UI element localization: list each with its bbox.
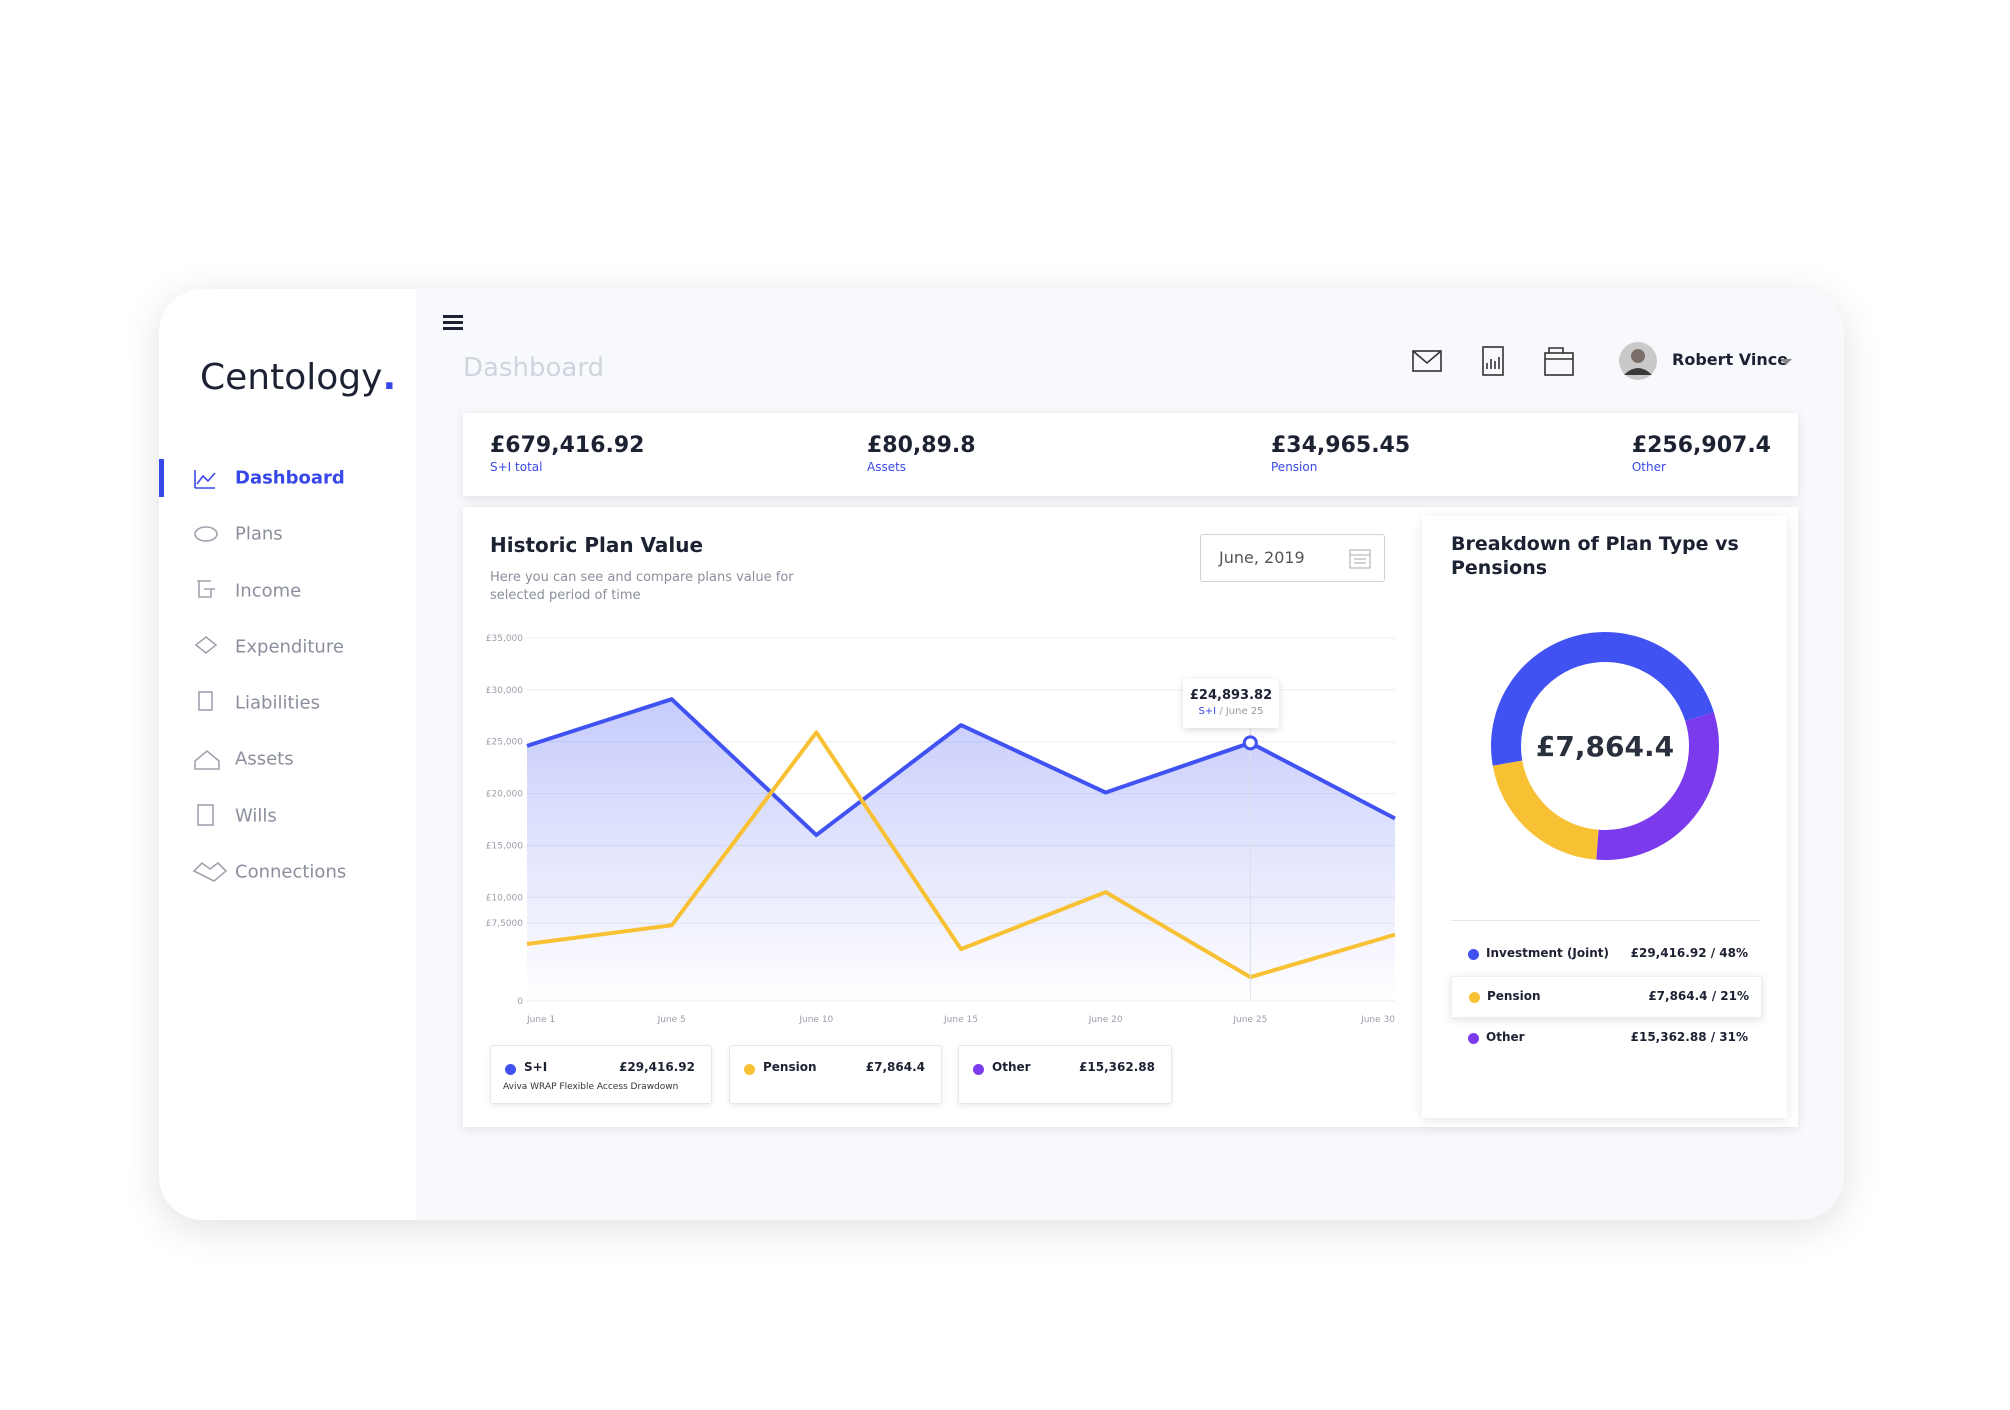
stats-card: £679,416.92 S+I total £80,89.8 Assets £34,96…	[463, 413, 1798, 496]
legend-amount: £29,416.92	[619, 1060, 695, 1074]
stat-label: Pension	[1271, 460, 1318, 474]
pie-legend: Investment (Joint) £29,416.92 / 48% Pensio…	[1451, 934, 1762, 1074]
nav-item[interactable]: Wills	[235, 805, 277, 827]
page-title: Dashboard	[463, 353, 605, 383]
folder-icon[interactable]	[1544, 347, 1574, 376]
user-name[interactable]: Robert Vince	[1672, 350, 1789, 369]
icon-assets	[194, 749, 220, 770]
logo: Centology.	[200, 357, 396, 398]
nav-item[interactable]: Plans	[235, 523, 283, 545]
menu-button[interactable]	[441, 312, 465, 334]
legend-card[interactable]: Other £15,362.88	[958, 1045, 1172, 1104]
stat-value: £34,965.45	[1271, 433, 1411, 458]
tooltip-value: £24,893.82	[1189, 688, 1273, 703]
legend-dot	[744, 1064, 755, 1075]
pie-legend-name: Other	[1486, 1030, 1525, 1044]
sidebar: Centology. Dashboard Plans Income Expenditu…	[159, 289, 416, 1220]
icon-dashboard	[194, 470, 216, 489]
nav-item[interactable]: Expenditure	[235, 636, 344, 658]
legend-card[interactable]: S+I £29,416.92 Aviva WRAP Flexible Access …	[490, 1045, 712, 1104]
pie-legend-row[interactable]: Pension £7,864.4 / 21%	[1451, 976, 1762, 1018]
pie-legend-dot	[1469, 992, 1480, 1003]
icon-connections	[192, 861, 228, 882]
legend-name: Other	[992, 1060, 1031, 1074]
pie-legend-name: Pension	[1487, 989, 1541, 1003]
date-filter-text: June, 2019	[1219, 548, 1305, 567]
chart-title: Historic Plan Value	[490, 533, 704, 557]
nav-icons	[192, 470, 228, 882]
stat-value: £80,89.8	[867, 433, 976, 458]
tooltip-date: / June 25	[1219, 706, 1264, 717]
title-line: Breakdown of Plan Type vs	[1451, 533, 1739, 555]
stat: £34,965.45 Pension	[1271, 413, 1410, 496]
avatar[interactable]	[1618, 341, 1658, 381]
tooltip: £24,893.82 S+I / June 25	[1183, 679, 1279, 728]
breakdown-title: Breakdown of Plan Type vs Pensions	[1451, 532, 1739, 580]
pie-legend-value: £29,416.92 / 48%	[1630, 946, 1748, 960]
reports-icon[interactable]	[1482, 346, 1504, 376]
mail-icon[interactable]	[1412, 350, 1442, 372]
nav-item[interactable]: Income	[235, 580, 302, 602]
legend-amount: £15,362.88	[1079, 1060, 1155, 1074]
pie-legend-value: £15,362.88 / 31%	[1630, 1030, 1748, 1044]
stat: £256,907.4 Other	[1632, 413, 1771, 496]
pie-legend-row[interactable]: Other £15,362.88 / 31%	[1451, 1018, 1760, 1058]
app-frame: Centology. Dashboard Plans Income Expenditu…	[159, 289, 1844, 1220]
stat: £80,89.8 Assets	[867, 413, 976, 496]
icon-income	[197, 580, 215, 598]
stat-value: £256,907.4	[1631, 433, 1771, 458]
icon-liabilities	[198, 691, 213, 711]
separator	[1451, 920, 1760, 921]
pie-legend-name: Investment (Joint)	[1486, 946, 1610, 960]
breakdown-card: Breakdown of Plan Type vs Pensions Inves…	[1422, 516, 1787, 1118]
pie-legend-row[interactable]: Investment (Joint) £29,416.92 / 48%	[1451, 934, 1760, 974]
subtitle-line: Here you can see and compare plans value…	[490, 570, 794, 585]
active-indicator	[159, 459, 164, 497]
header-icons	[1412, 346, 1574, 376]
icon-wills	[197, 804, 214, 826]
tooltip-caption: S+I / June 25	[1183, 706, 1279, 717]
icon-plans	[194, 526, 218, 542]
calendar-icon	[1349, 549, 1371, 569]
icon-expenditure	[194, 635, 218, 655]
chart-legend: S+I £29,416.92 Aviva WRAP Flexible Access …	[490, 1045, 1290, 1105]
pie-legend-dot	[1468, 1033, 1479, 1044]
date-filter[interactable]: June, 2019	[1200, 534, 1385, 582]
nav-item[interactable]: Connections	[235, 861, 347, 883]
stat: £679,416.92 S+I total	[490, 413, 644, 496]
subtitle-line: selected period of time	[490, 588, 641, 603]
nav-item[interactable]: Assets	[235, 748, 294, 770]
legend-name: S+I	[524, 1060, 548, 1074]
legend-note: Aviva WRAP Flexible Access Drawdown	[503, 1082, 679, 1092]
logo-dot: .	[382, 357, 397, 398]
legend-dot	[973, 1064, 984, 1075]
nav-item[interactable]: Dashboard	[235, 467, 345, 489]
chart-subtitle: Here you can see and compare plans value…	[490, 569, 794, 605]
pie-legend-dot	[1468, 949, 1479, 960]
logo-name: Centology	[200, 357, 383, 398]
stat-value: £679,416.92	[490, 433, 645, 458]
stat-label: S+I total	[490, 460, 543, 474]
legend-name: Pension	[763, 1060, 817, 1074]
user-caret[interactable]	[1779, 357, 1793, 367]
legend-dot	[505, 1064, 516, 1075]
tooltip-series: S+I	[1198, 706, 1217, 717]
legend-amount: £7,864.4	[865, 1060, 925, 1074]
pie-legend-value: £7,864.4 / 21%	[1648, 989, 1749, 1003]
legend-card[interactable]: Pension £7,864.4	[729, 1045, 942, 1104]
nav-item[interactable]: Liabilities	[235, 692, 320, 714]
title-line: Pensions	[1451, 557, 1548, 579]
stat-label: Assets	[867, 460, 907, 474]
stat-label: Other	[1631, 460, 1666, 474]
